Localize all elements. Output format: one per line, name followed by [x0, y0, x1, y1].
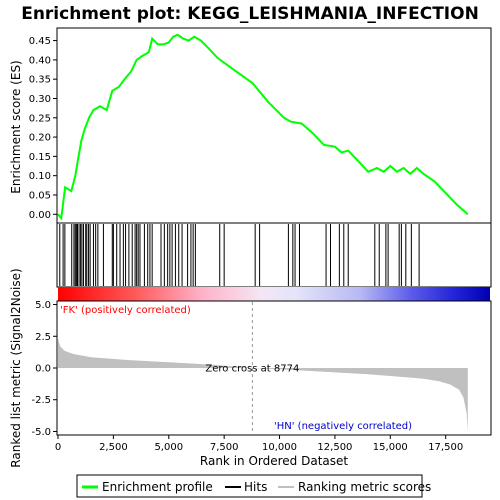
legend-label-ranking-metric: Ranking metric scores	[298, 480, 431, 494]
es-y-tick-label: 0.15	[29, 152, 51, 163]
x-tick-label: 2,500	[99, 442, 128, 453]
x-tick-label: 0	[55, 442, 61, 453]
es-y-tick-label: 0.00	[29, 210, 51, 221]
ranking-metric-area	[58, 338, 468, 432]
negative-correlation-label: 'HN' (negatively correlated)	[274, 421, 412, 432]
metric-y-axis-label: Ranked list metric (Signal2Noise)	[9, 268, 23, 467]
zero-cross-label: Zero cross at 8774	[205, 364, 299, 375]
es-y-tick-label: 0.10	[29, 171, 51, 182]
es-y-tick-label: 0.35	[29, 75, 51, 86]
x-tick-label: 12,500	[317, 442, 352, 453]
x-tick-label: 10,000	[262, 442, 297, 453]
chart-title: Enrichment plot: KEGG_LEISHMANIA_INFECTI…	[21, 4, 479, 24]
es-panel-frame	[56, 27, 492, 224]
metric-y-tick-label: 2.5	[35, 332, 51, 343]
es-y-tick-label: 0.40	[29, 55, 51, 66]
positive-correlation-label: 'FK' (positively correlated)	[60, 305, 191, 316]
es-y-axis-label: Enrichment score (ES)	[9, 60, 23, 193]
legend-label-enrichment-profile: Enrichment profile	[102, 480, 213, 494]
es-y-tick-label: 0.30	[29, 94, 51, 105]
es-y-tick-label: 0.05	[29, 190, 51, 201]
x-tick-label: 5,000	[154, 442, 183, 453]
metric-y-tick-label: 0.0	[35, 364, 51, 375]
es-y-tick-label: 0.20	[29, 133, 51, 144]
rank-color-bar	[58, 287, 490, 301]
hits-panel-frame	[56, 222, 492, 288]
metric-y-tick-label: 5.0	[35, 300, 51, 311]
legend-label-hits: Hits	[244, 480, 267, 494]
x-tick-label: 15,000	[373, 442, 408, 453]
metric-y-tick-label: -5.0	[31, 427, 51, 438]
es-y-tick-label: 0.25	[29, 113, 51, 124]
x-tick-label: 7,500	[210, 442, 239, 453]
metric-y-tick-label: -2.5	[31, 395, 51, 406]
es-y-tick-label: 0.45	[29, 36, 51, 47]
x-tick-label: 17,500	[428, 442, 463, 453]
legend-box	[76, 474, 423, 498]
x-axis-label: Rank in Ordered Dataset	[200, 454, 348, 468]
enrichment-profile-line	[57, 33, 469, 221]
